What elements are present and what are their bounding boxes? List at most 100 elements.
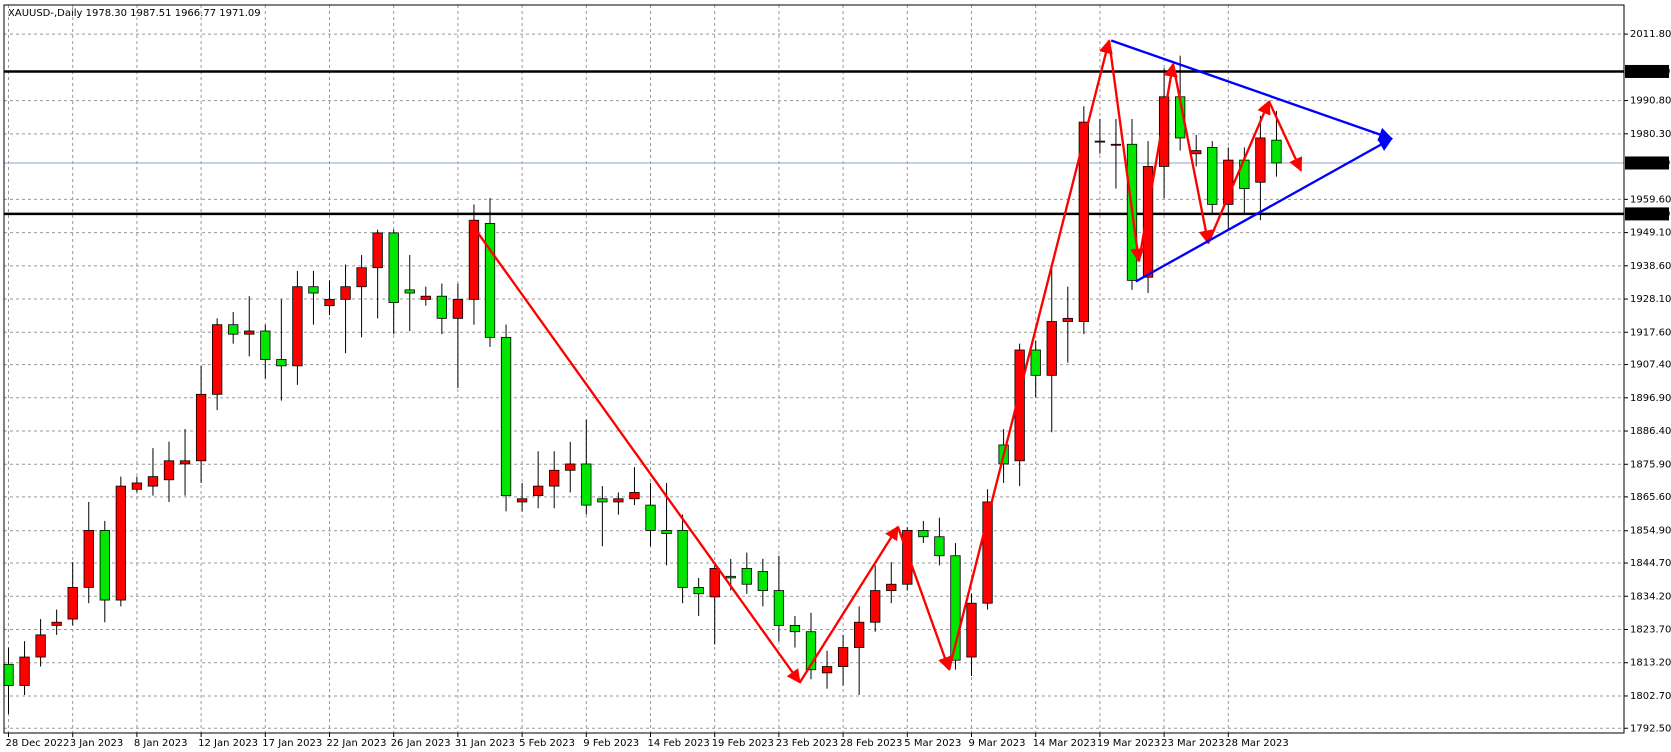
candle-body	[211, 324, 223, 395]
candle-body	[468, 219, 480, 300]
candle-body	[902, 530, 913, 585]
candle-body	[500, 336, 512, 497]
candle-body	[709, 568, 720, 598]
x-tick-label: 31 Jan 2023	[455, 738, 515, 749]
candle-body	[886, 583, 897, 591]
candle-body	[693, 587, 704, 595]
candle-body	[452, 298, 464, 319]
candle-body	[1014, 349, 1025, 462]
candle-body	[837, 647, 849, 667]
y-tick-label: 1875.90	[1630, 459, 1671, 470]
y-tick-label: 1990.80	[1630, 96, 1671, 107]
y-tick-label: 1938.60	[1630, 261, 1671, 272]
y-tick-label: 1907.40	[1630, 360, 1671, 371]
red-zigzag	[468, 39, 1303, 684]
candle-body	[228, 324, 239, 335]
y-tick-label: 1928.10	[1630, 294, 1671, 305]
x-tick-label: 14 Mar 2023	[1033, 738, 1096, 749]
x-tick-label: 26 Jan 2023	[391, 738, 451, 749]
candle-body	[1191, 150, 1202, 155]
x-tick-label: 5 Feb 2023	[519, 738, 575, 749]
candle-body	[821, 666, 833, 674]
y-tick-label: 1949.10	[1630, 228, 1671, 239]
candle-body	[244, 330, 255, 335]
candle-body	[276, 359, 287, 367]
candle-body	[1271, 139, 1282, 164]
x-tick-label: 23 Mar 2023	[1161, 738, 1224, 749]
candle-body	[1094, 140, 1106, 143]
candles	[3, 55, 1282, 715]
candle-body	[388, 232, 399, 303]
candle-body	[805, 631, 817, 671]
candle-body	[1142, 166, 1154, 278]
y-tick-label: 1802.70	[1630, 691, 1671, 702]
x-tick-label: 17 Jan 2023	[262, 738, 322, 749]
plot-frame	[3, 4, 1625, 734]
candle-body	[966, 602, 977, 658]
y-tick-label: 1844.70	[1630, 558, 1671, 569]
candle-body	[131, 482, 143, 490]
x-tick-label: 19 Feb 2023	[712, 738, 774, 749]
candle-body	[179, 460, 191, 465]
blue-triangle	[1110, 39, 1393, 283]
candle-body	[870, 590, 881, 623]
x-tick-label: 12 Jan 2023	[198, 738, 258, 749]
candle-body	[725, 575, 736, 579]
candle-body	[1110, 143, 1122, 146]
candle-body	[565, 463, 576, 471]
candle-body	[404, 289, 415, 294]
candle-body	[436, 295, 448, 319]
y-tick-label: 1896.90	[1630, 393, 1671, 404]
candle-body	[1207, 147, 1218, 205]
candle-body	[533, 485, 544, 497]
y-tick-label: 1813.20	[1630, 658, 1671, 669]
candle-body	[934, 536, 945, 557]
candle-body	[661, 530, 672, 534]
x-tick-label: 28 Dec 2022	[6, 738, 70, 749]
y-tick-label: 1865.60	[1630, 492, 1671, 503]
x-tick-label: 5 Mar 2023	[904, 738, 961, 749]
candle-body	[1046, 321, 1057, 376]
candle-body	[484, 222, 496, 338]
x-tick-label: 14 Feb 2023	[648, 738, 710, 749]
candle-body	[372, 232, 383, 269]
candle-body	[645, 504, 656, 531]
x-tick-label: 28 Feb 2023	[840, 738, 902, 749]
candle-body	[115, 485, 126, 601]
y-tick-label: 1917.60	[1630, 327, 1671, 338]
candle-body	[292, 286, 303, 367]
candle-body	[516, 498, 528, 503]
drawings	[468, 39, 1393, 684]
candle-body	[1255, 137, 1266, 183]
price-axis-bg	[1624, 0, 1671, 752]
candle-body	[163, 460, 175, 481]
y-tick-label: 1834.20	[1630, 591, 1671, 602]
candle-body	[99, 530, 110, 601]
candle-body	[982, 501, 993, 604]
candle-body	[324, 298, 335, 307]
candle-body	[3, 663, 14, 686]
x-tick-label: 19 Mar 2023	[1097, 738, 1160, 749]
candle-body	[597, 498, 608, 503]
candle-body	[340, 286, 351, 300]
x-tick-label: 9 Mar 2023	[969, 738, 1026, 749]
candle-body	[147, 476, 159, 487]
candle-body	[308, 286, 319, 294]
y-tick-label: 1886.40	[1630, 426, 1671, 437]
candle-body	[19, 656, 30, 686]
candle-body	[918, 530, 929, 538]
candle-body	[420, 295, 431, 300]
x-tick-label: 28 Mar 2023	[1225, 738, 1288, 749]
candle-body	[67, 587, 78, 620]
horizontal-lines	[4, 70, 1624, 216]
price-level-label: 2000.00	[1629, 66, 1670, 77]
time-axis-bg	[0, 733, 1624, 752]
price-level-label: 1971.09	[1629, 158, 1670, 169]
x-tick-label: 3 Jan 2023	[70, 738, 124, 749]
candle-body	[260, 330, 271, 360]
candle-body	[613, 498, 624, 503]
x-tick-label: 22 Jan 2023	[327, 738, 387, 749]
candle-body	[741, 568, 752, 585]
